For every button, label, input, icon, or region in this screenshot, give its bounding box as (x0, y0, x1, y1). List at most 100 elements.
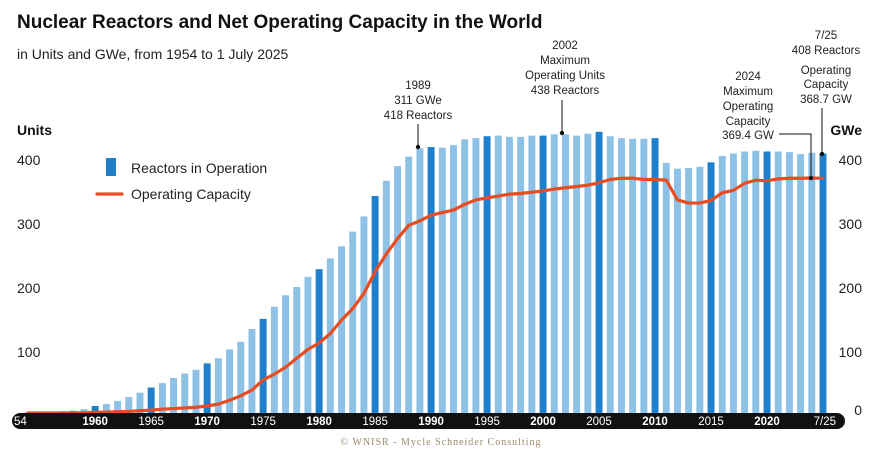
credit-text: © WNISR - Mycle Schneider Consulting (341, 437, 542, 448)
bar-1997 (506, 136, 513, 413)
annotation-2025-label2: Capacity (804, 79, 849, 91)
bar-2024 (808, 152, 816, 413)
bar-2007 (617, 138, 625, 413)
annotation-2025-reactors: 408 Reactors (792, 45, 861, 57)
chart-title: Nuclear Reactors and Net Operating Capac… (17, 12, 542, 33)
bar-1974 (248, 329, 256, 413)
right-axis-ticks: 400 300 200 100 0 (839, 152, 863, 418)
bar-1982 (338, 246, 345, 413)
bar-2017 (729, 153, 737, 413)
left-tick-100: 100 (17, 344, 41, 360)
annotation-2024-label1: Maximum (723, 86, 773, 98)
annotation-2024-leader (779, 133, 812, 177)
annotation-2024-label3: Capacity (726, 116, 771, 128)
x-tick-1985: 1985 (362, 416, 388, 428)
bar-1984 (360, 216, 368, 413)
x-tick-1960: 1960 (82, 416, 108, 428)
bar-1990 (427, 147, 435, 414)
bar-1977 (282, 295, 289, 413)
left-tick-200: 200 (17, 280, 41, 296)
legend-bar-swatch (106, 158, 116, 176)
bar-2012 (673, 168, 681, 413)
x-tick-1975: 1975 (250, 416, 276, 428)
bar-1994 (472, 138, 480, 413)
bar-2006 (606, 136, 614, 414)
bar-1979 (304, 276, 312, 413)
legend-capacity-label: Operating Capacity (131, 186, 251, 202)
annotation-2024-dot (808, 175, 814, 181)
legend-reactors-label: Reactors in Operation (131, 160, 267, 176)
bar-1968 (181, 373, 189, 413)
right-tick-200: 200 (839, 280, 863, 296)
bar-1986 (382, 180, 390, 413)
bar-2004 (584, 133, 592, 413)
annotation-2002-dot (559, 130, 565, 136)
x-tick-2010: 2010 (642, 416, 668, 428)
annotation-2002-label2: Operating Units (525, 70, 605, 82)
bar-2015 (707, 162, 715, 413)
bar-1962 (114, 400, 122, 413)
x-tick-1970: 1970 (194, 416, 220, 428)
bar-2023 (797, 154, 805, 414)
annotation-2024: 2024 Maximum Operating Capacity 369.4 GW (722, 71, 814, 181)
annotation-2025: 7/25 408 Reactors Operating Capacity 368… (792, 30, 861, 157)
x-tick-7-25: 7/25 (814, 416, 836, 428)
bar-1988 (405, 156, 413, 413)
left-axis-ticks: 400 300 200 100 (17, 152, 41, 360)
bar-2025 (819, 153, 827, 413)
right-tick-0: 0 (854, 402, 862, 418)
bar-2022 (785, 152, 793, 413)
bar-1998 (517, 136, 525, 413)
bar-1964 (136, 392, 144, 413)
bar-2011 (662, 162, 670, 413)
x-tick-2015: 2015 (698, 416, 724, 428)
bar-1961 (102, 404, 110, 413)
annotation-2002-reactors: 438 Reactors (531, 85, 600, 97)
bar-1987 (394, 166, 401, 413)
x-tick-1980: 1980 (306, 416, 332, 428)
x-tick-2005: 2005 (586, 416, 612, 428)
bar-1991 (438, 147, 446, 413)
left-tick-300: 300 (17, 216, 41, 232)
bar-1969 (192, 369, 200, 413)
x-tick-2000: 2000 (530, 416, 556, 428)
bar-2001 (550, 134, 558, 413)
bar-1967 (170, 378, 178, 413)
bar-2016 (718, 155, 726, 413)
bar-2014 (696, 166, 704, 413)
legend: Reactors in Operation Operating Capacity (95, 158, 267, 202)
bar-1975 (259, 318, 267, 413)
operating-capacity-line (26, 176, 825, 415)
bar-2019 (752, 150, 760, 413)
right-tick-400: 400 (839, 152, 863, 168)
bar-2018 (741, 151, 749, 413)
bar-1983 (349, 231, 357, 413)
bar-1973 (237, 341, 245, 413)
bar-1966 (158, 383, 166, 413)
bar-2013 (685, 168, 693, 413)
annotation-1989-year: 1989 (405, 80, 431, 92)
annotation-1989: 1989 311 GWe 418 Reactors (384, 80, 452, 150)
annotation-2024-year: 2024 (735, 71, 761, 83)
annotation-2002-label1: Maximum (540, 55, 590, 67)
bar-2020 (763, 151, 771, 413)
bar-1992 (450, 145, 457, 413)
annotation-2024-label2: Operating (723, 101, 774, 113)
right-tick-300: 300 (839, 216, 863, 232)
left-axis-title: Units (17, 122, 52, 138)
bar-1985 (371, 196, 379, 413)
x-tick-1995: 1995 (474, 416, 500, 428)
bar-1970 (203, 363, 211, 413)
annotation-2024-capacity: 369.4 GW (722, 130, 774, 142)
bar-1960 (91, 406, 99, 413)
x-tick-1990: 1990 (418, 416, 444, 428)
right-tick-100: 100 (839, 344, 863, 360)
bar-1996 (494, 135, 502, 413)
bar-2000 (539, 135, 547, 413)
annotation-2025-date: 7/25 (815, 30, 837, 42)
annotation-1989-dot (415, 144, 421, 150)
annotation-2002-year: 2002 (552, 40, 578, 52)
left-tick-400: 400 (17, 152, 41, 168)
x-tick-2020: 2020 (754, 416, 780, 428)
x-tick-54: 54 (14, 416, 27, 428)
